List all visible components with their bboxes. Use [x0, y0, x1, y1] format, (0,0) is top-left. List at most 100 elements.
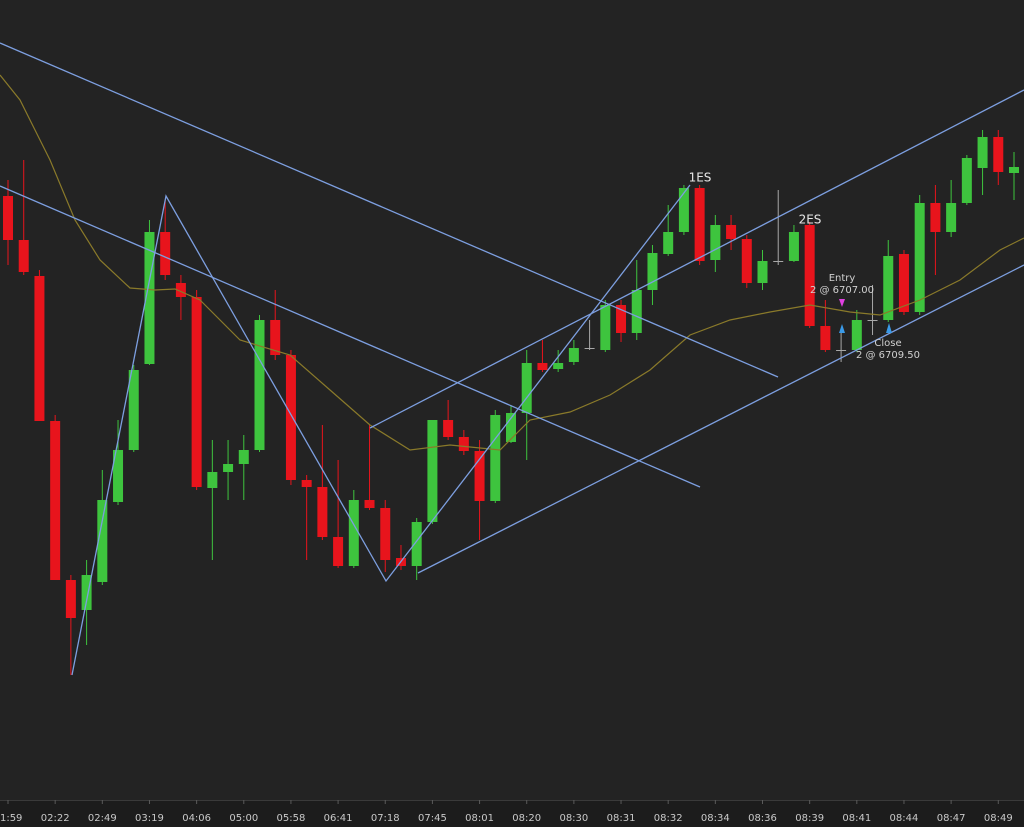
candle-body — [270, 320, 281, 355]
candle-body — [616, 305, 627, 333]
candle-body — [506, 413, 516, 442]
x-tick-label: 08:34 — [701, 813, 730, 824]
candle-body — [18, 240, 29, 272]
x-tick-label: 07:45 — [418, 813, 447, 824]
candle-body — [65, 580, 76, 618]
candle-body — [411, 522, 422, 566]
candle-body — [678, 188, 689, 232]
trendline — [0, 185, 701, 488]
candle-body — [97, 500, 108, 582]
time-axis-background — [0, 800, 1024, 827]
x-tick-label: 08:39 — [795, 813, 824, 824]
candle-body — [34, 276, 45, 421]
candle-body — [474, 451, 485, 501]
candle-body — [773, 261, 784, 262]
x-tick-label: 01:59 — [0, 813, 22, 824]
candle-body — [128, 370, 139, 450]
candle-body — [113, 450, 124, 502]
entry-marker — [839, 299, 845, 307]
zigzag — [71, 184, 691, 676]
moving-average — [0, 74, 1024, 451]
candle-body — [81, 575, 92, 610]
candle-body — [1009, 167, 1019, 173]
entry-detail: 2 @ 6707.00 — [810, 285, 874, 296]
candle-body — [914, 203, 925, 312]
candle-body — [3, 196, 13, 240]
candle-body — [757, 261, 768, 283]
candle-body — [285, 355, 296, 480]
candle-body — [961, 158, 972, 203]
candle-body — [647, 253, 658, 290]
candle-body — [490, 415, 501, 501]
candle-body — [301, 480, 312, 487]
plot-background — [0, 0, 1024, 800]
candle-body — [317, 487, 328, 537]
candle-body — [348, 500, 359, 566]
time-axis: 01:59 02:22 02:49 03:19 04:06 05:00 05:58 06:41… — [0, 800, 1013, 824]
x-tick-label: 08:32 — [654, 813, 683, 824]
candle-body — [50, 421, 61, 580]
candle-body — [160, 232, 171, 275]
x-tick-label: 08:44 — [890, 813, 919, 824]
candle-body — [898, 254, 909, 312]
candle-body — [458, 437, 469, 451]
candle-body — [930, 203, 941, 232]
x-tick-label: 08:41 — [842, 813, 871, 824]
close-detail: 2 @ 6709.50 — [856, 350, 920, 361]
candle-body — [836, 350, 847, 351]
candle-body — [883, 256, 894, 320]
channel-bottom — [417, 264, 1024, 574]
x-tick-label: 06:41 — [324, 813, 353, 824]
candle-body — [443, 420, 454, 437]
x-tick-label: 08:01 — [465, 813, 494, 824]
candle-body — [977, 137, 988, 168]
candle-body — [631, 290, 642, 333]
candle-body — [851, 320, 862, 350]
x-tick-label: 08:36 — [748, 813, 777, 824]
x-tick-label: 05:00 — [229, 813, 258, 824]
candle-body — [144, 232, 155, 364]
x-tick-label: 08:47 — [937, 813, 966, 824]
order-tag: 1ES — [689, 171, 712, 185]
candle-body — [207, 472, 218, 488]
candle-body — [694, 188, 705, 261]
candle-body — [380, 508, 391, 560]
candle-body — [726, 225, 737, 239]
candles — [3, 130, 1019, 675]
trendline — [0, 42, 779, 378]
x-tick-label: 02:22 — [41, 813, 70, 824]
close-marker — [839, 324, 845, 333]
candle-body — [946, 203, 957, 232]
x-tick-label: 08:30 — [559, 813, 588, 824]
candle-body — [788, 232, 799, 261]
candle-body — [867, 320, 878, 321]
candle-body — [238, 450, 249, 464]
x-tick-label: 08:20 — [512, 813, 541, 824]
candle-body — [710, 225, 721, 260]
candle-body — [537, 363, 548, 370]
candle-body — [333, 537, 344, 566]
candle-body — [175, 283, 186, 297]
candle-body — [820, 326, 831, 350]
x-tick-label: 03:19 — [135, 813, 164, 824]
candle-body — [804, 225, 815, 326]
candle-body — [600, 305, 611, 350]
candle-body — [364, 500, 375, 508]
candle-body — [568, 348, 579, 362]
candle-body — [191, 297, 202, 487]
drawings — [0, 42, 1024, 676]
x-tick-label: 02:49 — [88, 813, 117, 824]
trade-markers — [839, 299, 892, 333]
x-tick-label: 05:58 — [277, 813, 306, 824]
close-marker — [886, 323, 892, 333]
candle-body — [993, 137, 1004, 172]
x-tick-label: 08:31 — [607, 813, 636, 824]
x-tick-label: 04:06 — [182, 813, 211, 824]
entry-label: Entry — [829, 273, 856, 284]
candle-body — [553, 363, 564, 369]
channel-top — [369, 89, 1024, 429]
candle-body — [584, 348, 595, 349]
x-tick-label: 08:49 — [984, 813, 1013, 824]
